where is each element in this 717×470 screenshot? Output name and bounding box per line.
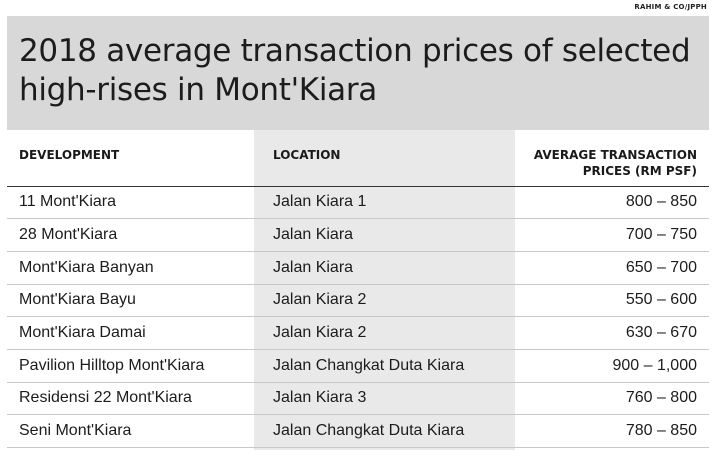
- cell-development: Residensi 22 Mont'Kiara: [7, 382, 254, 416]
- cell-price: 700 – 750: [515, 218, 709, 252]
- table-row: Pavilion Hilltop Mont'Kiara Jalan Changka…: [7, 349, 709, 383]
- cell-development: 28 Mont'Kiara: [7, 218, 254, 252]
- cell-development: Pavilion Hilltop Mont'Kiara: [7, 349, 254, 383]
- header-development: DEVELOPMENT: [7, 130, 254, 187]
- source-credit: RAHIM & CO/JPPH: [634, 3, 707, 11]
- title-line-2: high-rises in Mont'Kiara: [19, 72, 377, 108]
- header-price-line-1: AVERAGE TRANSACTION: [533, 148, 697, 162]
- cell-price: 800 – 850: [515, 186, 709, 220]
- header-price-line-2: PRICES (RM PSF): [582, 164, 697, 178]
- cell-price: 650 – 700: [515, 251, 709, 285]
- cell-price: 550 – 600: [515, 284, 709, 318]
- header-price: AVERAGE TRANSACTION PRICES (RM PSF): [515, 130, 709, 187]
- cell-price: 900 – 1,000: [515, 349, 709, 383]
- table-row: Residensi 22 Mont'Kiara Jalan Kiara 3 760 …: [7, 382, 709, 416]
- cell-price: 630 – 670: [515, 316, 709, 350]
- cell-development: 11 Mont'Kiara: [7, 186, 254, 220]
- cell-location: Jalan Changkat Duta Kiara: [254, 349, 515, 383]
- price-table: DEVELOPMENT LOCATION AVERAGE TRANSACTION…: [7, 130, 709, 448]
- header-row: DEVELOPMENT LOCATION AVERAGE TRANSACTION…: [7, 130, 709, 187]
- price-table-container: DEVELOPMENT LOCATION AVERAGE TRANSACTION…: [7, 130, 709, 450]
- cell-location: Jalan Kiara 1: [254, 186, 515, 220]
- cell-location: Jalan Kiara: [254, 251, 515, 285]
- cell-location: Jalan Kiara 2: [254, 284, 515, 318]
- table-row: Mont'Kiara Damai Jalan Kiara 2 630 – 670: [7, 316, 709, 350]
- cell-location: Jalan Kiara: [254, 218, 515, 252]
- cell-development: Seni Mont'Kiara: [7, 414, 254, 448]
- chart-title: 2018 average transaction prices of selec…: [19, 32, 697, 110]
- cell-location: Jalan Changkat Duta Kiara: [254, 414, 515, 448]
- table-row: 11 Mont'Kiara Jalan Kiara 1 800 – 850: [7, 186, 709, 220]
- cell-development: Mont'Kiara Damai: [7, 316, 254, 350]
- cell-location: Jalan Kiara 2: [254, 316, 515, 350]
- table-row: 28 Mont'Kiara Jalan Kiara 700 – 750: [7, 218, 709, 252]
- title-line-1: 2018 average transaction prices of selec…: [19, 33, 691, 69]
- header-location: LOCATION: [254, 130, 515, 187]
- table-body: 11 Mont'Kiara Jalan Kiara 1 800 – 850 28 Mo…: [7, 186, 709, 448]
- title-banner: 2018 average transaction prices of selec…: [7, 16, 709, 130]
- table-row: Mont'Kiara Bayu Jalan Kiara 2 550 – 600: [7, 284, 709, 318]
- cell-development: Mont'Kiara Banyan: [7, 251, 254, 285]
- cell-price: 780 – 850: [515, 414, 709, 448]
- cell-price: 760 – 800: [515, 382, 709, 416]
- table-row: Seni Mont'Kiara Jalan Changkat Duta Kiara…: [7, 414, 709, 448]
- cell-location: Jalan Kiara 3: [254, 382, 515, 416]
- cell-development: Mont'Kiara Bayu: [7, 284, 254, 318]
- table-row: Mont'Kiara Banyan Jalan Kiara 650 – 700: [7, 251, 709, 285]
